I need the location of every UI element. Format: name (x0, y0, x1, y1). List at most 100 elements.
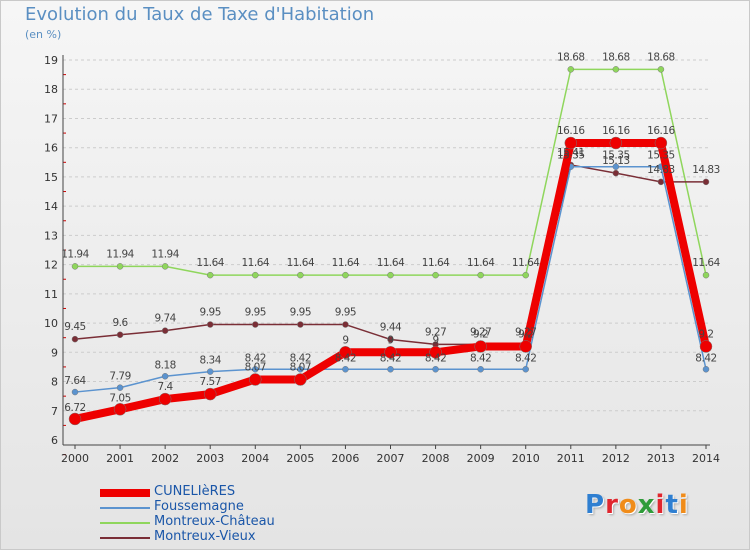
logo-letter: i (678, 490, 689, 520)
data-label-0: 9.2 (698, 328, 713, 340)
y-tick-label: 11 (44, 288, 58, 301)
data-point-2 (297, 271, 304, 279)
data-label-2: 11.64 (512, 257, 540, 269)
data-label-3: 14.83 (692, 164, 720, 176)
data-label-2: 18.68 (647, 51, 675, 63)
chart-title: Evolution du Taux de Taxe d'Habitation (25, 4, 375, 25)
data-point-2 (161, 263, 169, 270)
data-point-3 (657, 178, 665, 186)
data-label-0: 7.05 (109, 392, 130, 404)
data-point-0 (158, 392, 172, 406)
data-point-1 (342, 366, 349, 373)
data-label-3: 9.27 (515, 326, 536, 338)
proxiti-logo: Proxiti (585, 490, 689, 520)
data-point-1 (432, 366, 439, 373)
data-point-1 (702, 366, 710, 373)
data-label-0: 7.57 (200, 376, 221, 388)
data-label-0: 9 (387, 334, 393, 346)
y-tick-label: 7 (51, 405, 58, 418)
data-label-1: 7.79 (109, 371, 130, 383)
data-point-3 (387, 336, 394, 343)
data-label-3: 9.95 (290, 307, 311, 319)
x-tick-label: 2007 (377, 452, 405, 465)
data-label-3: 9.95 (245, 307, 266, 319)
legend-item: Montreux-Vieux (100, 529, 400, 545)
y-tick-label: 19 (44, 54, 58, 67)
data-label-2: 11.94 (106, 248, 134, 260)
data-point-3 (342, 321, 349, 328)
data-label-3: 9.74 (154, 313, 176, 325)
data-label-3: 15.13 (602, 155, 630, 167)
data-point-0 (609, 136, 623, 150)
data-label-0: 6.72 (64, 402, 85, 414)
data-label-2: 11.94 (61, 248, 89, 260)
data-point-0 (654, 136, 668, 150)
data-label-1: 8.34 (200, 355, 222, 367)
legend-swatch-0 (100, 489, 150, 497)
data-label-1: 8.42 (515, 352, 536, 364)
data-label-2: 11.64 (467, 257, 495, 269)
logo-letter: t (665, 490, 679, 520)
logo-letter: x (637, 490, 656, 520)
data-point-3 (71, 335, 79, 343)
data-point-2 (206, 271, 214, 279)
data-label-3: 9.45 (64, 321, 85, 333)
data-label-0: 9.2 (518, 328, 533, 340)
data-point-0 (339, 346, 352, 359)
data-point-1 (116, 384, 124, 391)
legend-label-2: Montreux-Château (154, 514, 275, 529)
data-point-2 (612, 66, 620, 73)
data-point-1 (387, 366, 394, 373)
data-point-1 (71, 388, 79, 396)
y-tick-label: 14 (44, 200, 58, 213)
data-point-3 (612, 169, 620, 177)
data-label-2: 11.64 (196, 257, 224, 269)
data-point-0 (429, 346, 442, 359)
data-point-2 (477, 271, 484, 279)
data-point-0 (294, 373, 307, 386)
logo-letter: P (585, 490, 606, 520)
data-label-0: 9.2 (473, 328, 488, 340)
data-point-3 (116, 331, 124, 339)
y-tick-label: 15 (44, 171, 58, 184)
data-label-3: 15.41 (557, 147, 585, 159)
data-label-1: 15.35 (557, 150, 585, 162)
legend-item: CUNELIèRES (100, 484, 400, 500)
data-label-0: 9 (342, 334, 348, 346)
data-label-0: 9 (432, 334, 438, 346)
logo-letter: i (655, 490, 666, 520)
data-label-2: 11.64 (377, 257, 405, 269)
x-tick-label: 2011 (557, 452, 585, 465)
data-label-0: 7.4 (158, 381, 174, 393)
y-tick-label: 18 (44, 83, 58, 96)
data-label-3: 9.95 (200, 307, 221, 319)
data-label-1: 15.35 (647, 150, 675, 162)
data-point-1 (161, 373, 169, 380)
logo-letter: r (605, 490, 619, 520)
legend-swatch-2 (100, 522, 150, 524)
x-tick-label: 2005 (286, 452, 314, 465)
y-tick-label: 8 (51, 376, 58, 389)
data-point-3 (297, 321, 304, 328)
y-tick-label: 10 (44, 317, 58, 330)
data-point-2 (252, 271, 259, 279)
data-label-2: 18.68 (602, 51, 630, 63)
data-point-3 (252, 321, 259, 328)
data-point-2 (567, 66, 575, 73)
data-label-1: 15.35 (602, 150, 630, 162)
x-tick-label: 2004 (241, 452, 269, 465)
data-label-0: 8.07 (290, 361, 311, 373)
data-label-3: 9.6 (112, 317, 128, 329)
legend-item: Foussemagne (100, 499, 400, 515)
data-label-3: 14.83 (647, 164, 675, 176)
x-tick-label: 2006 (331, 452, 359, 465)
data-label-0: 16.16 (602, 125, 630, 137)
data-point-1 (477, 366, 484, 373)
data-label-1: 8.42 (245, 352, 266, 364)
data-point-2 (71, 263, 79, 270)
data-point-1 (206, 368, 214, 375)
data-point-2 (432, 271, 439, 279)
x-tick-label: 2001 (106, 452, 134, 465)
y-tick-label: 9 (51, 346, 58, 359)
data-point-0 (474, 340, 487, 353)
